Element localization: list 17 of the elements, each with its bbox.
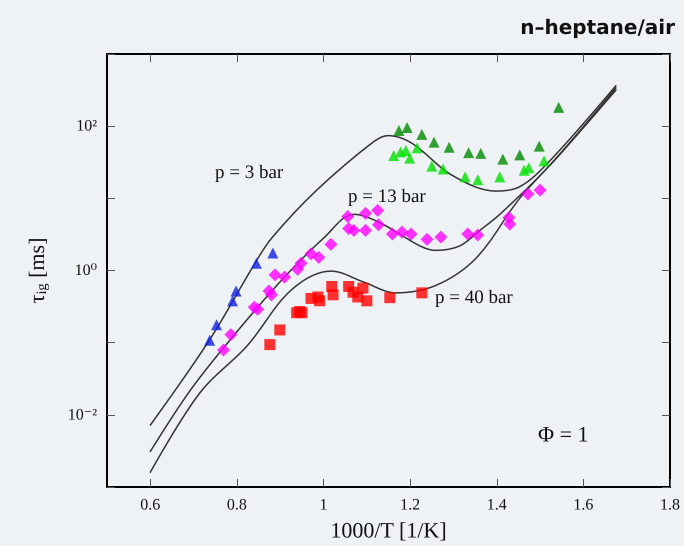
x-tick-label: 1.2 [400, 496, 420, 514]
x-tick-label: 0.8 [226, 496, 247, 514]
x-tick-label: 0.6 [140, 496, 160, 514]
annotation: p = 3 bar [215, 162, 284, 183]
annotation: p = 13 bar [348, 186, 426, 207]
x-axis-title: 1000/T [1/K] [330, 518, 447, 542]
y-tick-label: 10⁰ [74, 262, 97, 279]
annotation: Φ = 1 [538, 422, 588, 446]
x-tick-label: 1 [320, 496, 328, 514]
x-tick-label: 1.6 [573, 496, 594, 514]
chart-title: n–heptane/air [520, 15, 676, 39]
y-tick-label: 10² [76, 118, 98, 135]
y-axis-title: τig [ms] [24, 238, 50, 304]
y-tick-label: 10⁻² [68, 406, 98, 424]
annotation: p = 40 bar [435, 287, 514, 308]
x-tick-label: 1.8 [660, 496, 680, 514]
x-tick-label: 1.4 [486, 496, 507, 514]
